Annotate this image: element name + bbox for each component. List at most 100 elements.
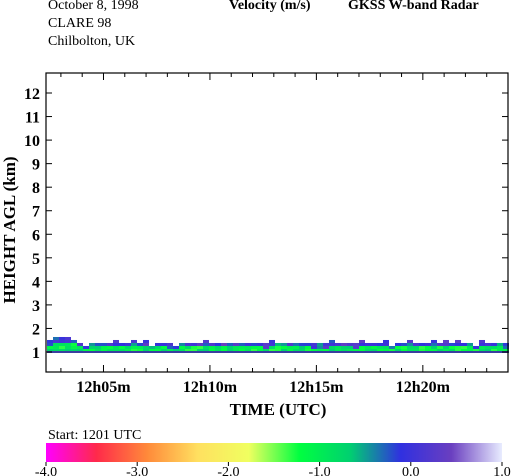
echo-cell-205	[335, 342, 341, 346]
echo-cell-122	[215, 345, 221, 349]
echo-cell-170	[287, 348, 293, 352]
echo-base-243	[389, 350, 395, 353]
echo-cell-174	[293, 348, 299, 352]
y-tick-label-5: 5	[32, 251, 40, 268]
echo-cell-200	[329, 342, 335, 346]
echo-base-107	[191, 350, 197, 353]
echo-cell-163	[275, 345, 281, 349]
echo-base-50	[107, 350, 113, 353]
echo-cell-123	[215, 342, 221, 346]
echo-base-235	[377, 350, 383, 353]
echo-cell-33	[83, 345, 89, 349]
echo-cell-159	[269, 342, 275, 346]
echo-cell-28	[77, 348, 83, 352]
echo-cell-255	[407, 339, 413, 343]
echo-base-177	[293, 350, 299, 353]
echo-cell-52	[113, 345, 119, 349]
x-axis-title: TIME (UTC)	[230, 400, 327, 419]
echo-cell-100	[185, 348, 191, 352]
echo-cell-138	[239, 345, 245, 349]
echo-cell-172	[287, 342, 293, 346]
echo-base-80	[149, 350, 155, 353]
echo-cell-105	[191, 345, 197, 349]
echo-cell-241	[389, 348, 395, 352]
header-site: Chilbolton, UK	[48, 34, 136, 49]
echo-cell-76	[143, 339, 149, 343]
echo-cell-167	[281, 345, 287, 349]
echo-cell-204	[335, 345, 341, 349]
echo-cell-279	[443, 345, 449, 349]
echo-cell-296	[467, 348, 473, 352]
echo-base-38	[89, 350, 95, 353]
echo-cell-322	[503, 342, 509, 346]
y-tick-label-1: 1	[32, 345, 40, 362]
echo-base-27	[71, 350, 77, 353]
echo-cell-303	[479, 348, 485, 352]
echo-cell-110	[197, 342, 203, 346]
echo-cell-209	[341, 342, 347, 346]
echo-cell-188	[311, 342, 317, 346]
echo-base-120	[209, 350, 215, 353]
echo-cell-75	[143, 342, 149, 346]
echo-cell-232	[377, 348, 383, 352]
echo-base-319	[497, 350, 503, 353]
echo-cell-288	[455, 345, 461, 349]
echo-cell-24	[71, 345, 77, 349]
echo-cell-133	[233, 348, 239, 352]
echo-base-42	[95, 350, 101, 353]
echo-cell-51	[113, 348, 119, 352]
echo-base-286	[449, 350, 455, 353]
echo-cell-215	[353, 348, 359, 352]
echo-base-307	[479, 350, 485, 353]
echo-cell-149	[257, 348, 263, 352]
echo-base-55	[113, 350, 119, 353]
echo-base-181	[299, 350, 305, 353]
echo-cell-309	[485, 345, 491, 349]
echo-cell-96	[179, 348, 185, 352]
echo-cell-207	[341, 348, 347, 352]
echo-cell-109	[197, 345, 203, 349]
echo-cell-67	[131, 339, 137, 343]
echo-base-302	[473, 350, 479, 353]
echo-cell-7	[53, 342, 59, 346]
echo-base-189	[311, 350, 317, 353]
echo-base-206	[335, 350, 341, 353]
echo-cell-199	[329, 345, 335, 349]
echo-cell-91	[167, 342, 173, 346]
echo-cell-304	[479, 345, 485, 349]
echo-cell-153	[263, 348, 269, 352]
echo-cell-237	[383, 345, 389, 349]
echo-cell-275	[437, 345, 443, 349]
cb-tick-label--4.0: -4.0	[35, 465, 57, 476]
echo-cell-262	[419, 345, 425, 349]
echo-cell-134	[233, 345, 239, 349]
x-tick-label-20: 12h20m	[396, 379, 451, 396]
cb-tick-label--1.0: -1.0	[309, 465, 331, 476]
echo-cell-222	[359, 339, 365, 343]
y-tick-label-2: 2	[32, 321, 40, 338]
echo-base-256	[407, 350, 413, 353]
y-tick-label-10: 10	[24, 133, 40, 150]
echo-cell-106	[191, 342, 197, 346]
echo-cell-127	[221, 342, 227, 346]
cb-tick-label--3.0: -3.0	[126, 465, 148, 476]
echo-cell-224	[365, 348, 371, 352]
echo-base-227	[365, 350, 371, 353]
echo-cell-12	[59, 345, 65, 349]
echo-cell-229	[371, 345, 377, 349]
echo-base-31	[77, 350, 83, 353]
echo-base-185	[305, 350, 311, 353]
echo-layer-cells	[47, 336, 509, 353]
echo-cell-57	[119, 345, 125, 349]
echo-cell-301	[473, 345, 479, 349]
echo-cell-201	[329, 339, 335, 343]
echo-cell-114	[203, 342, 209, 346]
echo-cell-48	[107, 345, 113, 349]
echo-cell-171	[287, 345, 293, 349]
echo-cell-230	[371, 342, 377, 346]
echo-base-291	[455, 350, 461, 353]
echo-cell-64	[131, 348, 137, 352]
y-tick-label-6: 6	[32, 227, 40, 244]
